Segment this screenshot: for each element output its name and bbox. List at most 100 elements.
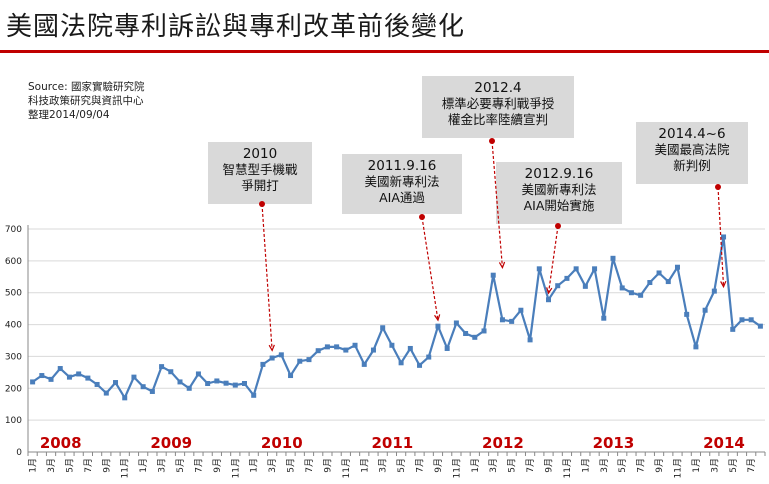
y-tick-label: 200 [5,384,22,394]
y-tick-label: 500 [5,289,22,299]
data-point [343,347,349,353]
year-label: 2013 [593,434,635,452]
data-point [435,323,441,329]
x-tick-label: 3月 [709,458,720,473]
x-tick-label: 1月 [249,458,260,473]
annotation-arrow [717,186,725,287]
x-tick-label: 7月 [415,458,426,473]
year-label: 2008 [40,434,82,452]
annotation-text: 智慧型手機戰 [222,162,298,177]
year-label: 2012 [482,434,524,452]
data-point [214,378,220,384]
data-point [85,375,91,381]
annotation-text: 爭開打 [241,178,279,193]
x-tick-label: 3月 [599,458,610,473]
y-tick-label: 100 [5,416,22,426]
data-point [278,352,284,358]
x-tick-label: 11月 [562,458,573,478]
year-label: 2010 [261,434,303,452]
data-point [592,266,598,272]
annotation-arrowhead [720,280,727,289]
data-point [131,374,137,380]
annotation-date: 2012.4 [474,80,522,96]
x-tick-label: 3月 [267,458,278,473]
data-point [398,360,404,366]
annotation-arrow [261,203,273,351]
x-tick-label: 9月 [654,458,665,473]
data-point [417,362,423,368]
x-tick-label: 7月 [193,458,204,473]
title-divider [0,50,769,53]
x-tick-label: 7月 [636,458,647,473]
data-point [665,279,671,285]
data-point [748,317,754,323]
data-point [463,330,469,336]
annotation-text: AIA開始實施 [523,198,595,213]
data-point [610,255,616,261]
x-tick-label: 9月 [544,458,555,473]
x-tick-label: 9月 [322,458,333,473]
data-point [757,323,763,329]
annotation-text: 權金比率陸續宣判 [447,112,548,127]
data-point [601,315,607,321]
data-point [232,382,238,388]
annotation-arrowhead [546,287,553,295]
data-point [205,381,211,387]
annotation-arrow [491,140,504,268]
data-point [444,345,450,351]
annotation-callout: 2010 智慧型手機戰 爭開打 [208,142,312,204]
y-tick-label: 300 [5,352,22,362]
x-tick-label: 5月 [396,458,407,473]
data-point [297,358,303,364]
data-point [656,270,662,276]
data-point [30,379,36,385]
annotation-text: 美國新專利法 [364,174,440,189]
data-point [730,326,736,332]
data-point [380,325,386,331]
x-tick-label: 3月 [378,458,389,473]
x-tick-label: 1月 [28,458,39,473]
year-label: 2014 [703,434,745,452]
x-tick-label: 1月 [691,458,702,473]
data-point [628,290,634,296]
data-point [527,337,533,343]
x-tick-label: 1月 [138,458,149,473]
data-point [647,280,653,286]
data-point [564,275,570,281]
annotation-date: 2011.9.16 [367,158,437,174]
data-point [711,288,717,294]
page-title: 美國法院專利訴訟與專利改革前後變化 [6,12,466,42]
data-point [39,373,45,379]
y-tick-label: 400 [5,321,22,331]
data-point [94,381,100,387]
annotation-arrowhead [498,261,506,269]
x-tick-label: 9月 [101,458,112,473]
data-point [186,385,192,391]
x-tick-label: 7月 [746,458,757,473]
data-point [426,354,432,360]
data-point [76,371,82,377]
annotation-date: 2010 [242,146,278,162]
y-tick-label: 600 [5,257,22,267]
data-point [684,311,690,317]
data-point [315,348,321,354]
x-tick-label: 11月 [230,458,241,478]
data-point [159,364,165,370]
annotation-arrowhead [434,314,441,322]
x-tick-label: 7月 [304,458,315,473]
x-tick-label: 9月 [212,458,223,473]
data-point [48,376,54,382]
x-tick-label: 9月 [433,458,444,473]
data-point [546,297,552,303]
data-point [334,344,340,350]
x-tick-label: 7月 [83,458,94,473]
x-tick-label: 11月 [120,458,131,478]
annotation-callout: 2012.9.16 美國新專利法 AIA開始實施 [496,162,622,224]
annotation-text: AIA通過 [379,190,425,205]
source-line: 科技政策研究與資訊中心 [28,95,144,107]
data-point [241,381,247,387]
x-tick-label: 5月 [507,458,518,473]
data-point [453,320,459,326]
data-point [113,380,119,386]
